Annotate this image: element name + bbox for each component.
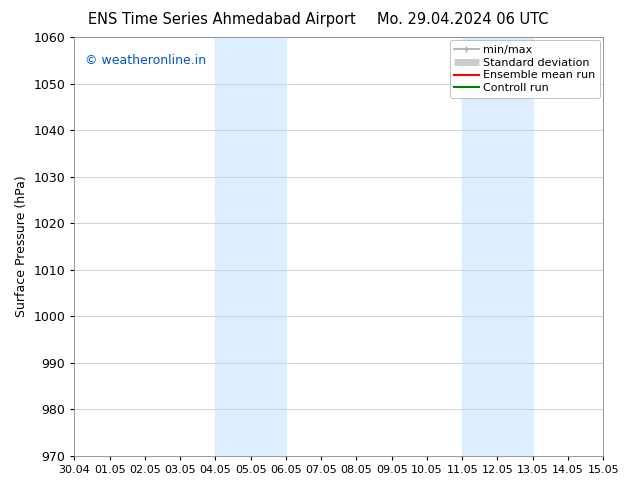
Y-axis label: Surface Pressure (hPa): Surface Pressure (hPa): [15, 176, 28, 318]
Text: © weatheronline.in: © weatheronline.in: [85, 54, 206, 67]
Text: Mo. 29.04.2024 06 UTC: Mo. 29.04.2024 06 UTC: [377, 12, 548, 27]
Text: ENS Time Series Ahmedabad Airport: ENS Time Series Ahmedabad Airport: [88, 12, 356, 27]
Legend: min/max, Standard deviation, Ensemble mean run, Controll run: min/max, Standard deviation, Ensemble me…: [450, 41, 600, 98]
Title: ENS Time Series Ahmedabad Airport      Mo. 29.04.2024 06 UTC: ENS Time Series Ahmedabad Airport Mo. 29…: [0, 489, 1, 490]
Bar: [216, 37, 286, 456]
Bar: [462, 37, 533, 456]
